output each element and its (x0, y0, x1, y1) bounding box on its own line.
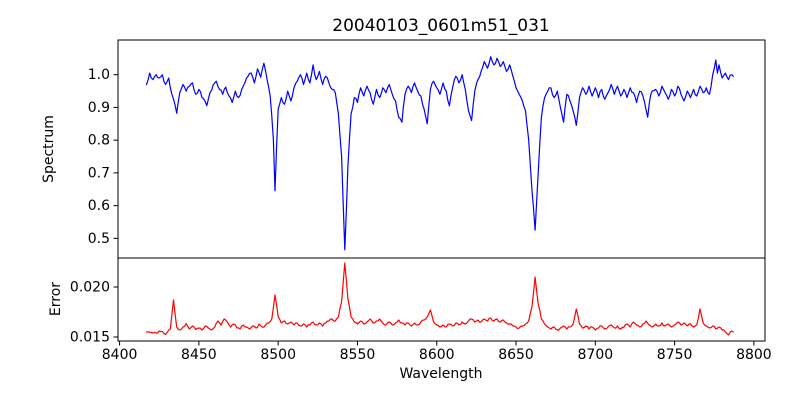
spectrum-y-tick-label: 0.8 (88, 133, 110, 149)
x-tick-label: 8700 (578, 347, 614, 363)
spectrum-y-tick-label: 1.0 (88, 67, 110, 83)
x-tick-label: 8650 (498, 347, 534, 363)
x-tick-label: 8400 (102, 347, 138, 363)
spectrum-y-tick-label: 0.7 (88, 165, 110, 181)
x-tick-label: 8450 (181, 347, 217, 363)
chart-title: 20040103_0601m51_031 (332, 16, 550, 36)
x-tick-label: 8500 (260, 347, 296, 363)
error-y-tick-label: 0.020 (70, 280, 110, 296)
spectrum-y-tick-label: 0.6 (88, 198, 110, 214)
spectrum-line (145, 56, 734, 251)
x-tick-label: 8750 (657, 347, 693, 363)
spectrum-y-tick-label: 0.9 (88, 100, 110, 116)
x-tick-label: 8550 (340, 347, 376, 363)
axes-frame-spectrum (117, 39, 766, 259)
x-tick-label: 8800 (736, 347, 772, 363)
wavelength-axis-label: Wavelength (399, 366, 483, 382)
axes-frame-error (117, 257, 766, 342)
error-y-tick-label: 0.015 (70, 330, 110, 346)
spectrum-y-tick-label: 0.5 (88, 231, 110, 247)
x-tick-label: 8600 (419, 347, 455, 363)
error-line (145, 262, 734, 336)
